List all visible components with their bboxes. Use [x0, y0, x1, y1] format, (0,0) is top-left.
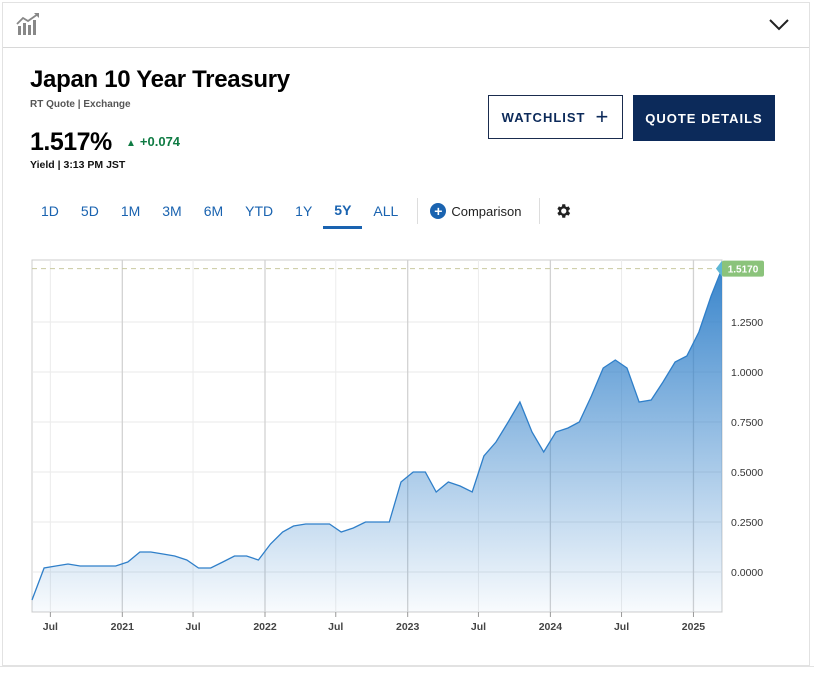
plus-circle-icon: +: [430, 203, 447, 219]
chart-labels: 0.0000 0.2500 0.5000 0.7500 1.0000 1.2500 Jul 2…: [43, 260, 764, 633]
range-5y[interactable]: 5Y: [323, 194, 363, 229]
gear-icon[interactable]: [554, 202, 572, 220]
divider: [417, 198, 419, 224]
x-tick-label: 2024: [539, 621, 563, 633]
yield-timestamp: Yield | 3:13 PM JST: [30, 159, 126, 171]
y-tick-label: 1.2500: [731, 317, 763, 329]
change-text: +0.074: [139, 134, 181, 149]
last-value-badge: 1.5170: [716, 260, 764, 277]
up-arrow-icon: ▲: [126, 138, 136, 149]
range-all[interactable]: ALL: [373, 203, 399, 219]
range-5d[interactable]: 5D: [80, 203, 99, 219]
x-tick-label: Jul: [471, 621, 486, 633]
x-tick-label: Jul: [614, 621, 629, 633]
watchlist-button[interactable]: WATCHLIST +: [488, 95, 623, 139]
comparison-label: Comparison: [451, 203, 522, 219]
x-tick-label: Jul: [328, 621, 343, 633]
y-tick-label: 0.0000: [731, 567, 763, 579]
y-tick-label: 0.7500: [731, 417, 763, 429]
watchlist-label: WATCHLIST: [501, 109, 586, 125]
page-title: Japan 10 Year Treasury: [30, 66, 290, 93]
divider: [539, 198, 541, 224]
chevron-down-icon[interactable]: [767, 15, 791, 35]
y-tick-label: 0.5000: [731, 467, 763, 479]
range-6m[interactable]: 6M: [203, 203, 224, 219]
y-tick-label: 0.2500: [731, 517, 763, 529]
x-tick-label: Jul: [43, 621, 58, 633]
range-1m[interactable]: 1M: [120, 203, 141, 219]
card-header-bar: [3, 3, 809, 48]
badge-label: 1.5170: [728, 265, 759, 276]
range-selector: 1D 5D 1M 3M 6M YTD 1Y 5Y ALL + Compariso…: [30, 193, 572, 229]
x-tick-label: 2023: [396, 621, 420, 633]
current-yield: 1.517%: [30, 128, 112, 156]
badge-box: [722, 260, 764, 277]
plus-icon: +: [595, 104, 610, 129]
chart-toggle-icon[interactable]: [15, 12, 41, 38]
quote-details-button[interactable]: QUOTE DETAILS: [633, 95, 775, 141]
yield-chart[interactable]: 0.0000 0.2500 0.5000 0.7500 1.0000 1.2500 Jul 2…: [0, 250, 814, 640]
range-ytd[interactable]: YTD: [245, 203, 274, 219]
range-1y[interactable]: 1Y: [295, 203, 313, 219]
x-tick-label: 2025: [682, 621, 706, 633]
x-tick-label: 2021: [111, 621, 135, 633]
quote-source: RT Quote | Exchange: [30, 99, 131, 110]
x-tick-label: Jul: [185, 621, 200, 633]
change-value: ▲ +0.074: [126, 134, 180, 149]
chart-area: [31, 268, 723, 612]
series-line: [31, 268, 723, 601]
y-tick-label: 1.0000: [731, 367, 763, 379]
range-1d[interactable]: 1D: [41, 203, 59, 219]
range-3m[interactable]: 3M: [162, 203, 182, 219]
chart-axes: [49, 612, 694, 617]
quote-details-label: QUOTE DETAILS: [645, 110, 763, 126]
badge-pointer: [716, 260, 722, 277]
x-tick-label: 2022: [253, 621, 277, 633]
series-area: [32, 268, 722, 612]
comparison-button[interactable]: + Comparison: [426, 203, 531, 219]
divider: [0, 666, 814, 667]
